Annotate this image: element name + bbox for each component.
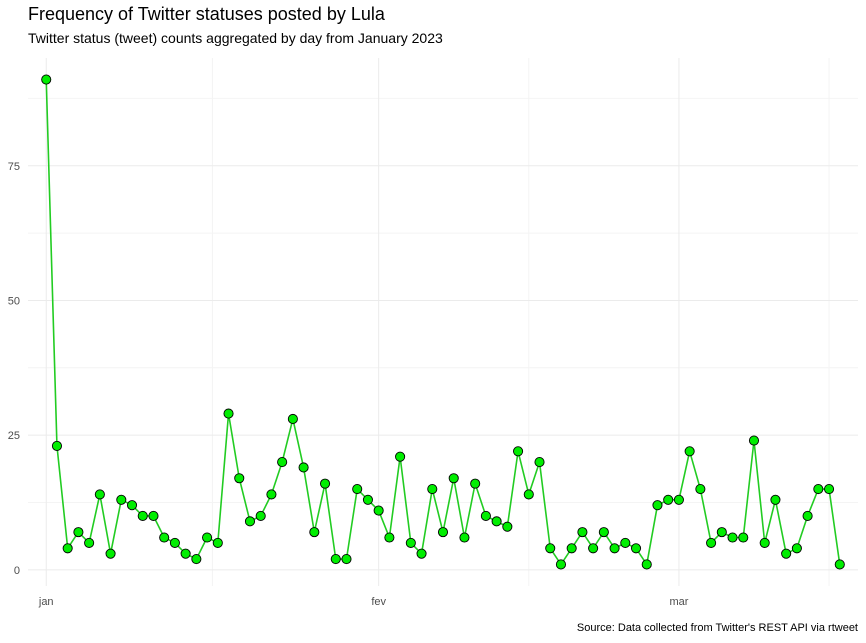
y-axis-tick-labels: 0 25 50 75: [8, 161, 20, 577]
data-point: [695, 483, 706, 495]
data-point: [781, 548, 792, 559]
data-point: [84, 537, 95, 548]
data-point: [770, 494, 781, 505]
data-point: [684, 446, 695, 457]
data-point: [191, 554, 202, 565]
chart-subtitle: Twitter status (tweet) counts aggregated…: [28, 30, 443, 46]
data-point: [823, 483, 835, 495]
minor-gridlines: [28, 58, 858, 586]
data-point: [341, 554, 352, 565]
data-point: [663, 494, 674, 505]
data-point: [169, 537, 180, 548]
y-tick-label: 75: [8, 161, 20, 173]
y-tick-label: 0: [14, 565, 20, 577]
data-point: [673, 494, 684, 505]
data-point: [555, 559, 567, 570]
data-point: [212, 537, 223, 548]
data-point: [716, 527, 727, 538]
data-point: [362, 494, 373, 505]
data-point: [630, 543, 642, 554]
data-point: [395, 451, 406, 462]
data-point: [598, 527, 609, 538]
data-point: [523, 489, 534, 500]
data-point: [298, 462, 309, 473]
data-point: [727, 532, 738, 543]
data-point: [148, 510, 159, 522]
data-point: [491, 516, 502, 527]
data-point: [73, 527, 84, 538]
data-point: [545, 543, 556, 554]
data-point: [255, 510, 266, 522]
data-point: [652, 500, 663, 511]
data-point: [416, 548, 427, 559]
data-point: [802, 510, 813, 522]
data-point: [738, 532, 749, 543]
data-point: [105, 548, 116, 559]
data-point: [759, 537, 770, 548]
data-point: [706, 537, 717, 548]
data-point: [384, 532, 395, 543]
data-point: [180, 548, 191, 559]
data-point: [513, 446, 524, 457]
data-point: [62, 543, 73, 554]
x-axis-tick-labels: jan fev mar: [38, 596, 689, 608]
data-point: [427, 483, 438, 495]
data-point: [330, 554, 341, 565]
data-point: [791, 543, 802, 554]
data-point: [277, 457, 288, 468]
data-point: [502, 521, 513, 532]
x-tick-label: jan: [38, 596, 54, 608]
data-point: [609, 543, 620, 554]
major-gridlines: [28, 58, 858, 586]
data-point: [41, 74, 52, 85]
data-point: [577, 527, 588, 538]
series-line-group: [45, 79, 841, 566]
y-tick-label: 50: [8, 295, 20, 307]
data-point: [266, 489, 277, 500]
data-point: [202, 532, 213, 543]
data-point: [834, 559, 845, 570]
data-point: [566, 543, 577, 554]
x-tick-label: mar: [669, 596, 688, 608]
data-point: [319, 478, 331, 489]
y-tick-label: 25: [8, 430, 20, 442]
data-point: [94, 489, 105, 500]
data-point: [137, 510, 148, 522]
data-point: [373, 505, 384, 516]
data-point: [748, 435, 760, 446]
data-point: [309, 527, 320, 538]
data-point: [480, 510, 491, 522]
data-point: [223, 408, 234, 419]
chart-caption: Source: Data collected from Twitter's RE…: [576, 622, 858, 634]
series-points-group: [41, 74, 845, 570]
data-point: [470, 478, 481, 489]
data-point: [641, 559, 652, 570]
chart-title: Frequency of Twitter statuses posted by …: [28, 4, 385, 24]
data-point: [234, 473, 245, 484]
data-point: [813, 483, 824, 495]
series-line: [45, 79, 841, 566]
x-tick-label: fev: [371, 596, 386, 608]
data-point: [620, 537, 631, 548]
data-point: [116, 494, 127, 505]
data-point: [126, 500, 138, 511]
data-point: [405, 537, 416, 548]
data-point: [159, 532, 170, 543]
data-point: [244, 516, 256, 527]
data-point: [287, 413, 298, 425]
data-point: [352, 483, 363, 495]
data-point: [534, 457, 545, 468]
data-point: [51, 440, 63, 451]
data-point: [448, 473, 459, 484]
data-point: [437, 527, 449, 538]
data-point: [588, 543, 599, 554]
data-point: [459, 532, 470, 543]
